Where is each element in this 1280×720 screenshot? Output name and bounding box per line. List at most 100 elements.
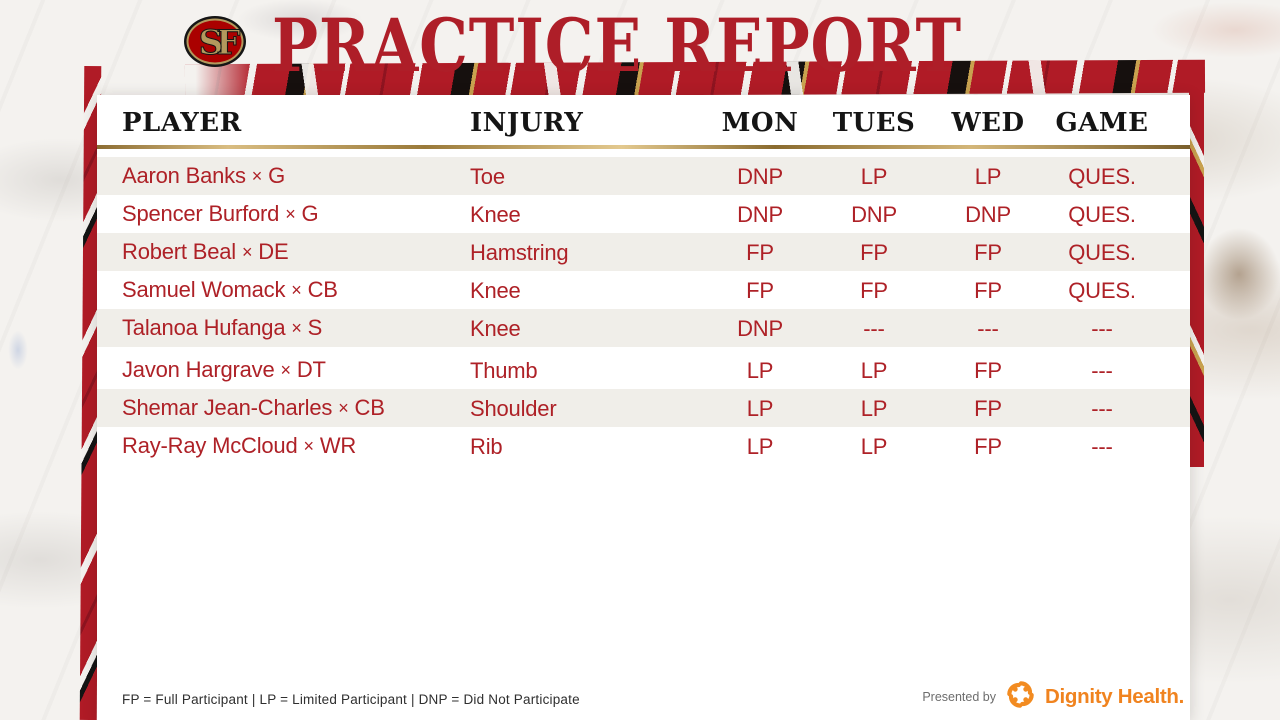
table-body: Aaron Banks × G Toe DNP LP LP QUES. Spencer Burf…	[97, 157, 1190, 465]
status-mon: LP	[746, 395, 774, 421]
player-position: CB	[307, 277, 338, 302]
status-tues: DNP	[851, 201, 897, 227]
player-name: Ray-Ray McCloud	[122, 433, 298, 458]
status-tues: LP	[860, 433, 888, 459]
table-row: Javon Hargrave × DT Thumb LP LP FP ---	[97, 351, 1190, 389]
status-mon: FP	[746, 277, 774, 303]
status-game: QUES.	[1068, 239, 1136, 265]
player-cell: Robert Beal × DE	[122, 233, 470, 272]
presented-by-block: Presented by D	[922, 681, 1184, 713]
player-position: G	[268, 163, 285, 188]
name-position-separator: ×	[291, 280, 302, 300]
table-row: Aaron Banks × G Toe DNP LP LP QUES.	[97, 157, 1190, 195]
player-name: Spencer Burford	[122, 201, 280, 226]
status-wed: FP	[974, 395, 1002, 421]
player-cell: Ray-Ray McCloud × WR	[122, 427, 470, 466]
column-header-mon: MON	[721, 108, 799, 138]
injury-cell: Toe	[470, 163, 505, 189]
player-name: Samuel Womack	[122, 277, 286, 302]
injury-cell: Shoulder	[470, 395, 557, 421]
dignity-health-logo-icon	[1005, 679, 1036, 715]
status-wed: FP	[974, 277, 1002, 303]
status-game: ---	[1091, 357, 1113, 383]
status-wed: DNP	[965, 201, 1011, 227]
injury-cell: Rib	[470, 433, 503, 459]
injury-cell: Hamstring	[470, 239, 569, 265]
player-name: Javon Hargrave	[122, 357, 275, 382]
name-position-separator: ×	[291, 318, 302, 338]
status-wed: FP	[974, 433, 1002, 459]
injury-cell: Knee	[470, 201, 521, 227]
injury-cell: Knee	[470, 277, 521, 303]
player-position: DT	[296, 357, 326, 382]
sponsor-name: Dignity Health.	[1044, 685, 1184, 708]
player-name: Aaron Banks	[122, 163, 246, 188]
table-row: Spencer Burford × G Knee DNP DNP DNP QUES.	[97, 195, 1190, 233]
right-decorative-stripes	[1189, 72, 1204, 467]
status-tues: LP	[860, 163, 888, 189]
status-mon: DNP	[737, 201, 783, 227]
status-game: QUES.	[1068, 201, 1136, 227]
gold-divider	[97, 145, 1190, 149]
page-title: PRACTICE REPORT	[272, 3, 962, 89]
name-position-separator: ×	[285, 204, 296, 224]
player-name: Robert Beal	[122, 239, 236, 264]
table-row: Talanoa Hufanga × S Knee DNP --- --- ---	[97, 309, 1190, 347]
legend-text: FP = Full Participant | LP = Limited Par…	[122, 692, 580, 707]
table-row: Ray-Ray McCloud × WR Rib LP LP FP ---	[97, 427, 1190, 465]
name-position-separator: ×	[241, 242, 253, 262]
column-header-injury: INJURY	[470, 108, 584, 138]
player-cell: Talanoa Hufanga × S	[122, 309, 470, 348]
status-wed: ---	[977, 315, 999, 341]
status-tues: FP	[860, 277, 888, 303]
presented-by-label: Presented by	[922, 690, 996, 704]
injury-cell: Thumb	[470, 357, 538, 383]
table-row: Shemar Jean-Charles × CB Shoulder LP LP FP ---	[97, 389, 1190, 427]
player-position: S	[307, 315, 323, 340]
table-row: Robert Beal × DE Hamstring FP FP FP QUES.	[97, 233, 1190, 271]
status-mon: FP	[746, 239, 774, 265]
status-tues: ---	[863, 315, 885, 341]
name-position-separator: ×	[303, 436, 315, 456]
name-position-separator: ×	[251, 166, 263, 186]
status-mon: LP	[746, 357, 774, 383]
name-position-separator: ×	[338, 398, 349, 418]
player-cell: Javon Hargrave × DT	[122, 351, 470, 390]
status-mon: LP	[746, 433, 774, 459]
report-card: PLAYER INJURY MON TUES WED GAME Aaron Ba…	[97, 95, 1190, 720]
status-tues: LP	[860, 357, 888, 383]
status-game: ---	[1091, 315, 1113, 341]
player-cell: Samuel Womack × CB	[122, 271, 470, 310]
player-cell: Shemar Jean-Charles × CB	[122, 389, 470, 428]
status-wed: FP	[974, 239, 1002, 265]
column-header-wed: WED	[951, 108, 1025, 138]
player-cell: Aaron Banks × G	[122, 157, 470, 196]
status-mon: DNP	[737, 163, 783, 189]
49ers-team-logo-icon: SF	[183, 15, 248, 73]
player-position: WR	[319, 433, 357, 458]
table-row: Samuel Womack × CB Knee FP FP FP QUES.	[97, 271, 1190, 309]
paint-smudge	[1198, 228, 1280, 320]
player-position: G	[301, 201, 319, 226]
status-tues: LP	[860, 395, 888, 421]
injury-cell: Knee	[470, 315, 521, 341]
status-wed: LP	[974, 163, 1002, 189]
status-game: ---	[1091, 395, 1113, 421]
player-position: DE	[258, 239, 289, 264]
status-wed: FP	[974, 357, 1002, 383]
column-header-player: PLAYER	[122, 108, 242, 138]
player-name: Shemar Jean-Charles	[122, 395, 333, 420]
player-position: CB	[354, 395, 385, 420]
column-header-game: GAME	[1055, 108, 1149, 138]
status-game: QUES.	[1068, 277, 1136, 303]
column-header-tues: TUES	[832, 108, 916, 138]
status-game: QUES.	[1068, 163, 1136, 189]
player-cell: Spencer Burford × G	[122, 195, 470, 234]
status-game: ---	[1091, 433, 1113, 459]
status-mon: DNP	[737, 315, 783, 341]
table-header-row: PLAYER INJURY MON TUES WED GAME	[97, 95, 1190, 145]
player-name: Talanoa Hufanga	[122, 315, 286, 340]
name-position-separator: ×	[280, 360, 292, 380]
status-tues: FP	[860, 239, 888, 265]
